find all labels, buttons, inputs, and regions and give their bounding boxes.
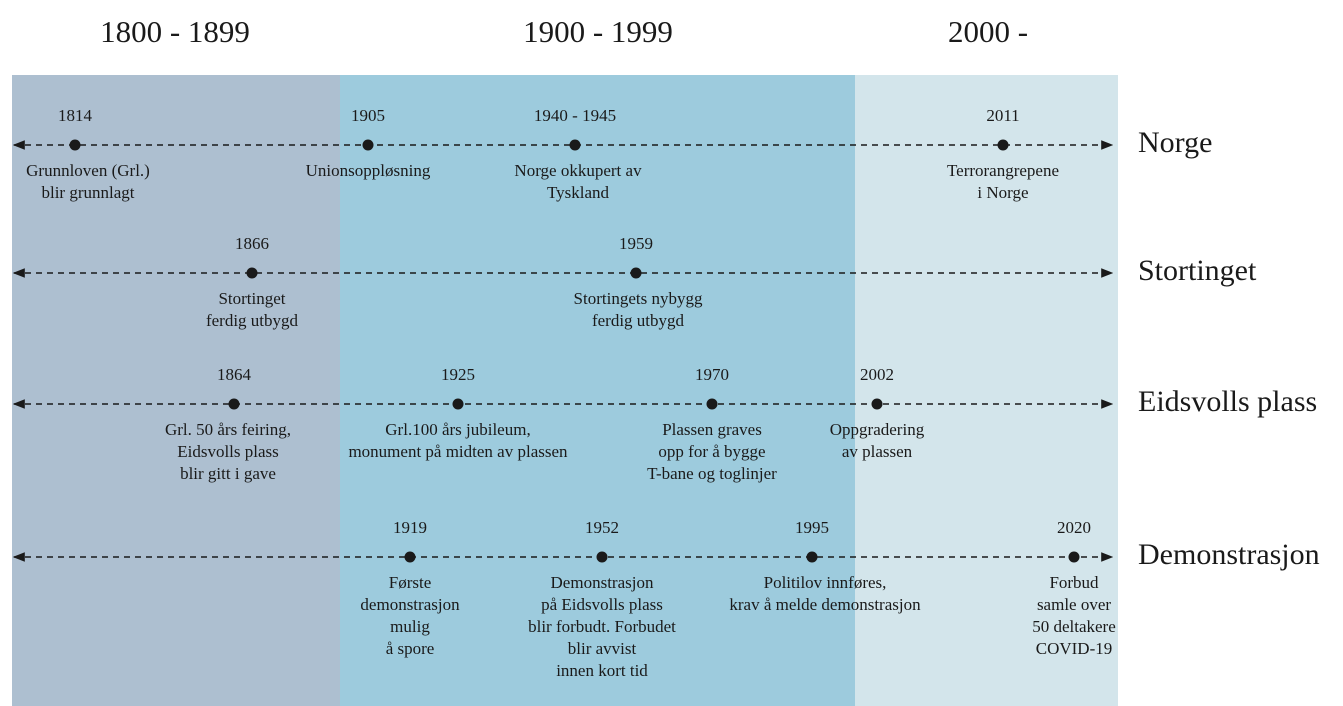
event-year: 1959 (619, 234, 653, 253)
event-label: COVID-19 (1036, 639, 1113, 658)
event-label: Stortinget (218, 289, 285, 308)
row-label: Norge (1138, 126, 1212, 159)
event-label: Politilov innføres, (764, 573, 887, 592)
event-label: innen kort tid (556, 661, 648, 680)
event-label: mulig (390, 617, 430, 636)
event-year: 1940 - 1945 (534, 106, 616, 125)
event-year: 2011 (986, 106, 1019, 125)
event-label: Grunnloven (Grl.) (26, 161, 150, 180)
event-label: T-bane og toglinjer (647, 464, 777, 483)
event-label: Tyskland (547, 183, 610, 202)
event-year: 1905 (351, 106, 385, 125)
event-label: Terrorangrepene (947, 161, 1059, 180)
event-label: blir grunnlagt (41, 183, 134, 202)
event-label: Demonstrasjon (551, 573, 654, 592)
event-year: 2002 (860, 365, 894, 384)
event-label: krav å melde demonstrasjon (729, 595, 921, 614)
event-label: Oppgradering (830, 420, 925, 439)
event-label: monument på midten av plassen (348, 442, 568, 461)
event-dot (1068, 551, 1080, 563)
event-year: 1866 (235, 234, 269, 253)
event-label: samle over (1037, 595, 1111, 614)
event-dot (69, 139, 81, 151)
row-label: Eidsvolls plass (1138, 385, 1317, 418)
event-label: Eidsvolls plass (177, 442, 279, 461)
event-year: 1919 (393, 518, 427, 537)
event-label: Unionsoppløsning (306, 161, 431, 180)
row-label: Stortinget (1138, 254, 1257, 287)
event-dot (806, 551, 818, 563)
era-band (340, 75, 855, 706)
event-label: Stortingets nybygg (574, 289, 703, 308)
event-label: demonstrasjon (360, 595, 460, 614)
event-dot (246, 267, 258, 279)
event-dot (569, 139, 581, 151)
event-year: 1970 (695, 365, 729, 384)
event-label: ferdig utbygd (592, 311, 685, 330)
event-year: 1814 (58, 106, 93, 125)
era-band (12, 75, 340, 706)
event-year: 1864 (217, 365, 252, 384)
event-dot (596, 551, 608, 563)
event-label: blir forbudt. Forbudet (528, 617, 676, 636)
event-dot (452, 398, 464, 410)
event-label: av plassen (842, 442, 913, 461)
event-label: blir gitt i gave (180, 464, 276, 483)
event-year: 1995 (795, 518, 829, 537)
event-label: ferdig utbygd (206, 311, 299, 330)
event-label: Grl. 50 års feiring, (165, 420, 291, 439)
event-dot (871, 398, 883, 410)
era-title: 2000 - (948, 14, 1028, 49)
event-year: 2020 (1057, 518, 1091, 537)
event-label: 50 deltakere (1032, 617, 1116, 636)
event-year: 1952 (585, 518, 619, 537)
event-label: Plassen graves (662, 420, 762, 439)
event-label: opp for å bygge (658, 442, 765, 461)
event-label: i Norge (977, 183, 1028, 202)
event-label: på Eidsvolls plass (541, 595, 663, 614)
era-title: 1800 - 1899 (100, 14, 250, 49)
event-dot (630, 267, 642, 279)
event-label: Norge okkupert av (514, 161, 642, 180)
event-label: å spore (386, 639, 435, 658)
event-dot (404, 551, 416, 563)
event-dot (706, 398, 718, 410)
row-label: Demonstrasjon (1138, 538, 1320, 571)
event-year: 1925 (441, 365, 475, 384)
event-label: Forbud (1049, 573, 1099, 592)
era-title: 1900 - 1999 (523, 14, 673, 49)
event-dot (362, 139, 374, 151)
event-label: blir avvist (568, 639, 637, 658)
event-dot (228, 398, 240, 410)
event-label: Grl.100 års jubileum, (385, 420, 530, 439)
era-band (855, 75, 1118, 706)
event-label: Første (389, 573, 432, 592)
event-dot (997, 139, 1009, 151)
